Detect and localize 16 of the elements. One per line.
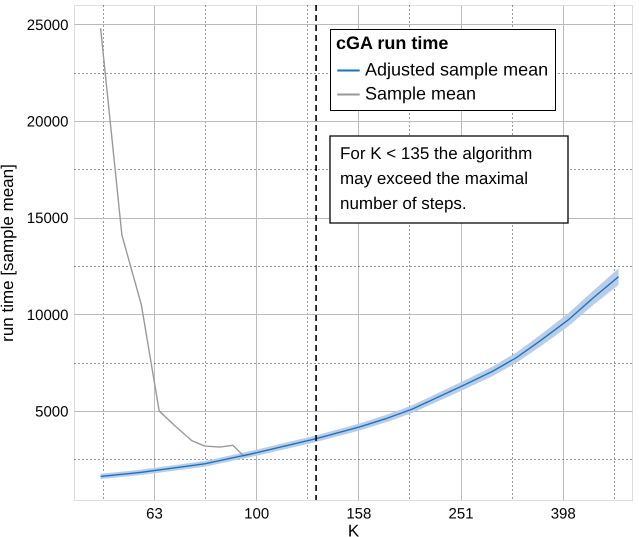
x-tick-label: 100 — [244, 506, 270, 522]
y-tick-label: 10000 — [26, 306, 68, 324]
legend-label: Sample mean — [365, 84, 476, 104]
legend-label: Adjusted sample mean — [365, 60, 548, 80]
x-tick-label: 398 — [550, 506, 576, 522]
x-axis-title: K — [348, 522, 360, 537]
y-tick-label: 20000 — [26, 114, 68, 131]
legend-title: cGA run time — [336, 33, 448, 53]
y-tick-label: 15000 — [26, 210, 68, 228]
x-tick-label: 158 — [346, 506, 372, 522]
y-tick-label: 25000 — [26, 16, 68, 34]
x-tick-label: 63 — [146, 506, 163, 522]
y-tick-label: 5000 — [35, 404, 68, 421]
y-axis-title: run time [sample mean] — [0, 164, 17, 342]
x-tick-label: 251 — [448, 506, 474, 522]
annotation: For K < 135 the algorithm may exceed the maximal number of steps. — [340, 144, 532, 213]
